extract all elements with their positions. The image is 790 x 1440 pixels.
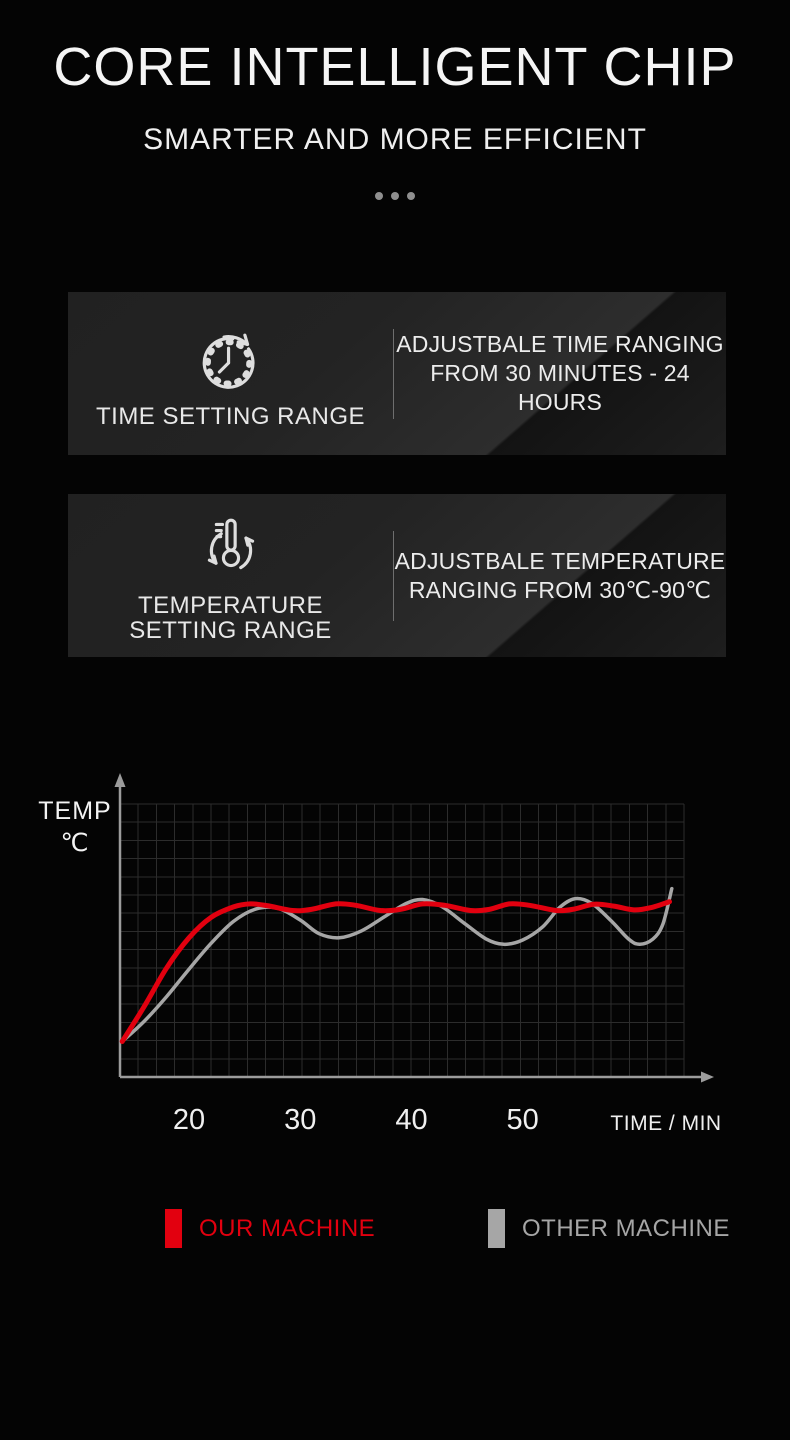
chart-legend: OUR MACHINE OTHER MACHINE [0, 1209, 790, 1249]
dot-icon [391, 192, 399, 200]
feature-card-temperature: TEMPERATURE SETTING RANGE ADJUSTBALE TEM… [68, 494, 726, 657]
feature-desc-line: ADJUSTBALE TIME RANGING [396, 331, 724, 357]
card-divider [393, 328, 394, 419]
x-axis-ticks: 20 30 40 50 TIME / MIN [0, 1100, 790, 1145]
x-tick-label: 50 [506, 1104, 539, 1136]
chart-grid [119, 803, 685, 1078]
x-tick-label: 30 [284, 1104, 317, 1136]
feature-card-time-left: TIME SETTING RANGE [68, 292, 393, 455]
x-tick-label: 40 [395, 1104, 428, 1136]
dot-icon [375, 192, 383, 200]
feature-label-line: TIME SETTING RANGE [95, 402, 365, 430]
our-machine-curve [119, 899, 672, 1044]
divider-dots [375, 192, 415, 200]
y-axis-label: TEMP ℃ [38, 795, 111, 859]
feature-cards: TIME SETTING RANGE ADJUSTBALE TIME RANGI… [68, 292, 726, 696]
feature-card-temperature-left: TEMPERATURE SETTING RANGE [68, 494, 393, 657]
dot-icon [407, 192, 415, 200]
legend-item-our-machine: OUR MACHINE [165, 1209, 375, 1248]
card-divider [393, 530, 394, 621]
y-axis-label-line: TEMP [38, 797, 112, 825]
page-subtitle: SMARTER AND MORE EFFICIENT [143, 123, 647, 156]
feature-desc-line: ADJUSTBALE TEMPERATURE [394, 547, 726, 574]
other-machine-swatch [488, 1209, 505, 1248]
feature-label-line: SETTING RANGE [129, 617, 332, 644]
x-tick-label: 20 [172, 1104, 206, 1136]
feature-desc-line: RANGING FROM 30℃-90℃ [408, 576, 712, 603]
y-axis-label-unit: ℃ [60, 829, 90, 857]
feature-card-temperature-label: TEMPERATURE SETTING RANGE [129, 593, 332, 643]
x-axis-label: TIME / MIN [610, 1112, 722, 1135]
temperature-chart: TEMP ℃ [0, 770, 790, 1100]
x-axis-arrow-icon [701, 1071, 714, 1083]
feature-card-time-label: TIME SETTING RANGE [96, 404, 365, 429]
legend-label: OUR MACHINE [199, 1215, 376, 1242]
thermometer-cycle-icon [192, 508, 270, 586]
page-title: CORE INTELLIGENT CHIP [53, 37, 737, 97]
legend-label: OTHER MACHINE [522, 1215, 730, 1242]
y-axis-arrow-icon [114, 773, 126, 787]
our-machine-swatch [165, 1209, 182, 1248]
clock-cycle-icon [192, 319, 270, 397]
feature-card-time: TIME SETTING RANGE ADJUSTBALE TIME RANGI… [68, 292, 726, 455]
legend-item-other-machine: OTHER MACHINE [488, 1209, 730, 1248]
feature-desc-line: FROM 30 MINUTES - 24 HOURS [430, 360, 690, 415]
header: CORE INTELLIGENT CHIP SMARTER AND MORE E… [0, 0, 790, 205]
chart-canvas [114, 773, 714, 1083]
feature-label-line: TEMPERATURE [137, 592, 324, 619]
feature-card-time-description: ADJUSTBALE TIME RANGING FROM 30 MINUTES … [394, 292, 726, 455]
feature-card-temperature-description: ADJUSTBALE TEMPERATURE RANGING FROM 30℃-… [394, 494, 726, 657]
